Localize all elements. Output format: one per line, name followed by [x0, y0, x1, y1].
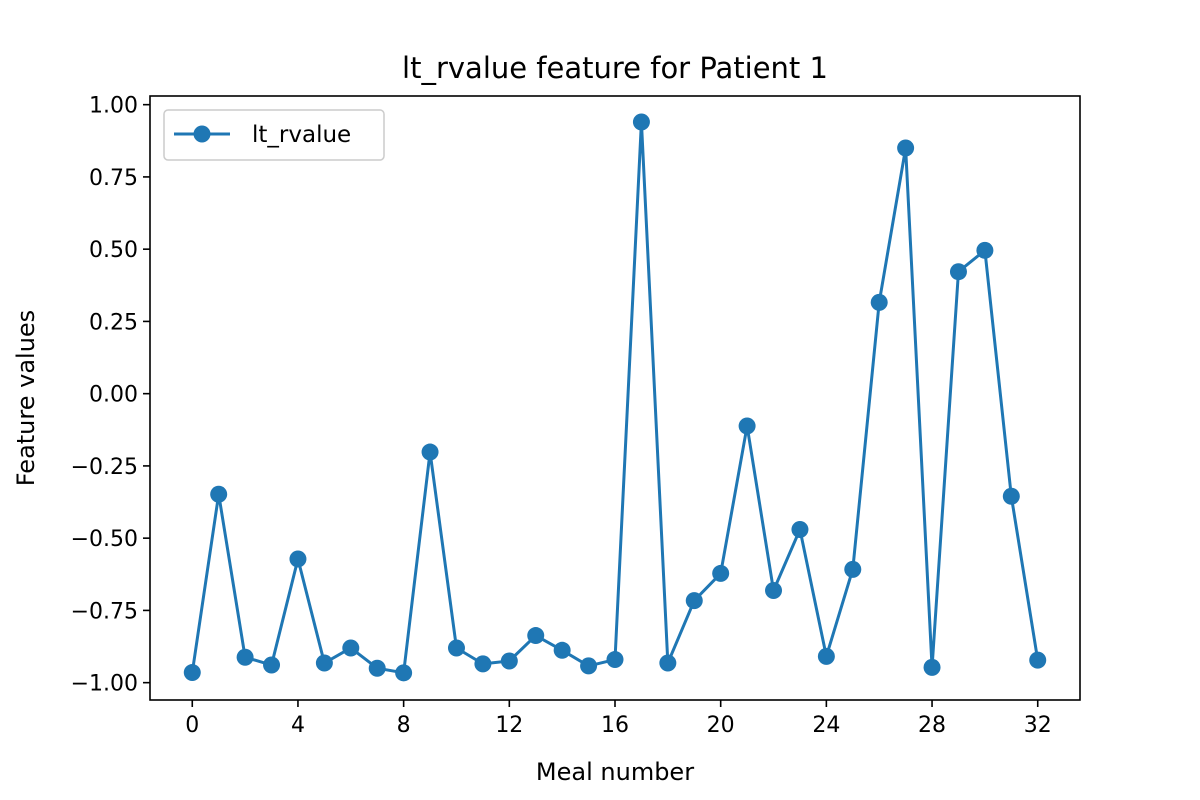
data-point: [976, 241, 994, 259]
data-point: [421, 443, 439, 461]
data-point: [263, 656, 281, 674]
y-tick-label: −0.25: [71, 455, 138, 480]
data-point: [712, 564, 730, 582]
data-point: [791, 520, 809, 538]
x-tick-label: 20: [707, 713, 735, 738]
y-tick-label: −1.00: [71, 672, 138, 697]
data-point: [923, 658, 941, 676]
data-point: [210, 485, 228, 503]
data-point: [315, 654, 333, 672]
legend: lt_rvalue: [163, 109, 385, 161]
y-tick-label: 0.25: [89, 310, 138, 335]
plot-layer: [183, 113, 1047, 682]
data-point: [474, 655, 492, 673]
data-point: [183, 664, 201, 682]
y-tick-label: 1.00: [89, 94, 138, 119]
data-point: [897, 139, 915, 157]
data-point: [738, 417, 756, 435]
data-point: [844, 560, 862, 578]
y-tick-label: 0.75: [89, 166, 138, 191]
data-point: [289, 550, 307, 568]
x-tick-label: 8: [397, 713, 411, 738]
x-tick-label: 4: [291, 713, 305, 738]
x-axis-title: Meal number: [536, 758, 694, 786]
data-point: [1029, 651, 1047, 669]
y-tick-label: 0.50: [89, 238, 138, 263]
data-point: [342, 639, 360, 657]
data-point: [765, 581, 783, 599]
x-tick-label: 16: [601, 713, 629, 738]
y-tick-label: −0.50: [71, 527, 138, 552]
x-tick-label: 0: [185, 713, 199, 738]
data-point: [817, 647, 835, 665]
x-tick-label: 28: [918, 713, 946, 738]
x-axis: 0 4 8 12 16 20 24 28 32: [185, 700, 1052, 738]
y-axis: −1.00 −0.75 −0.50 −0.25 0.00 0.25 0.50 0.75 1.00: [71, 94, 150, 697]
data-point: [659, 654, 677, 672]
legend-label: lt_rvalue: [252, 122, 351, 148]
data-point: [500, 652, 518, 670]
data-point: [632, 113, 650, 131]
data-point: [395, 664, 413, 682]
data-point: [447, 639, 465, 657]
y-tick-label: −0.75: [71, 599, 138, 624]
data-point: [606, 651, 624, 669]
data-point: [368, 659, 386, 677]
data-point: [527, 627, 545, 645]
data-point: [236, 648, 254, 666]
y-tick-label: 0.00: [89, 383, 138, 408]
data-point: [580, 657, 598, 675]
legend-marker-swatch: [193, 125, 211, 143]
data-point: [685, 592, 703, 610]
x-tick-label: 12: [495, 713, 523, 738]
chart-title: lt_rvalue feature for Patient 1: [402, 51, 828, 85]
data-point: [553, 641, 571, 659]
legend-box: [163, 109, 385, 161]
data-point: [870, 293, 888, 311]
data-point: [949, 263, 967, 281]
y-axis-title: Feature values: [12, 310, 40, 486]
x-tick-label: 24: [812, 713, 840, 738]
x-tick-label: 32: [1024, 713, 1052, 738]
data-point: [1002, 487, 1020, 505]
